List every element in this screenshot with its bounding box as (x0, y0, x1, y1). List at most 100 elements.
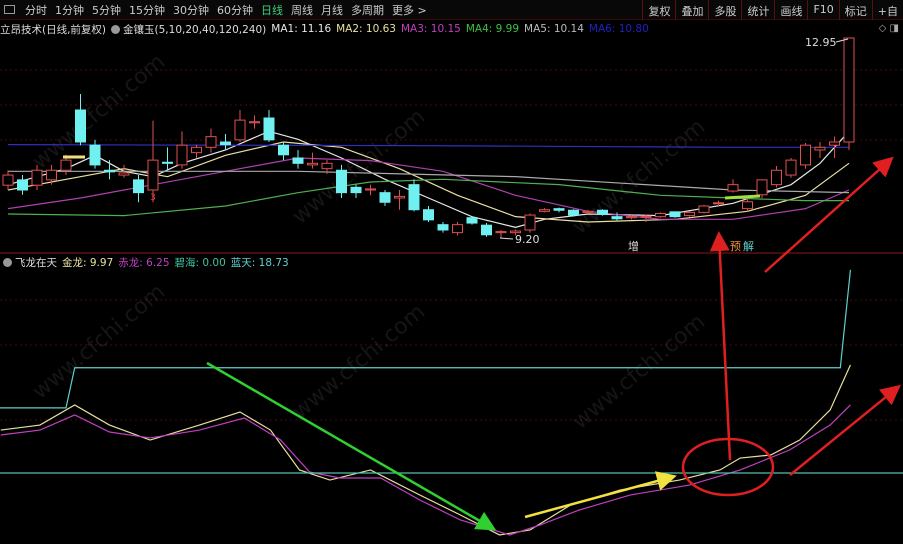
candle (727, 179, 739, 193)
red-arrow-indicator (789, 384, 901, 476)
candle (800, 143, 811, 169)
indicator-name[interactable]: 金镶玉(5,10,20,40,120,240) (123, 23, 267, 36)
stats-button[interactable]: 统计 (741, 0, 774, 20)
candle-body (162, 161, 173, 164)
sub-line-金龙 (0, 364, 851, 536)
sub-indicator-name[interactable]: 飞龙在天 (15, 256, 57, 269)
candle-body (147, 159, 159, 191)
tab-15min[interactable]: 15分钟 (129, 3, 165, 17)
red-circle (681, 437, 775, 497)
green-arrow (206, 361, 497, 531)
tab-more[interactable]: 更多 > (392, 3, 427, 17)
candle-body (742, 201, 753, 210)
candle (843, 37, 855, 150)
overlay-button[interactable]: 叠加 (675, 0, 708, 20)
price-labels: 12.95 9.20 增 预 解 3 (150, 36, 849, 253)
ma2-value: MA2: 10.63 (336, 23, 396, 35)
candle-body (365, 188, 376, 191)
candle-body (698, 205, 710, 213)
candle (75, 93, 86, 146)
candle-body (437, 224, 449, 231)
tab-30min[interactable]: 30分钟 (173, 3, 209, 17)
mark-button[interactable]: 标记 (838, 0, 872, 20)
sub-line-赤龙 (0, 404, 851, 536)
multi-stock-button[interactable]: 多股 (708, 0, 741, 20)
tab-multi-period[interactable]: 多周期 (351, 3, 384, 17)
draw-line-button[interactable]: 画线 (774, 0, 807, 20)
candle-body (524, 214, 536, 231)
candle (263, 109, 275, 142)
candle (176, 131, 188, 169)
red-arrow-price (764, 156, 894, 273)
candle-body (307, 162, 318, 166)
candle-body (727, 184, 739, 192)
expand-panel-icon[interactable]: ◨ (889, 23, 899, 34)
candle (147, 120, 159, 203)
candle (713, 200, 724, 206)
settings-dot-icon[interactable] (111, 24, 121, 34)
candle (46, 164, 57, 185)
candle-body (350, 186, 362, 194)
candle-body (278, 144, 289, 156)
candle (220, 133, 231, 150)
red-arrow-up (709, 231, 732, 461)
candle (611, 212, 623, 221)
candle-body (684, 211, 695, 217)
candle-body (321, 162, 333, 170)
tab-5min[interactable]: 5分钟 (92, 3, 121, 17)
sub-line-蓝天 (0, 269, 852, 409)
tab-60min[interactable]: 60分钟 (217, 3, 253, 17)
candle (365, 184, 376, 196)
panel-icons: ◇ ◨ (879, 23, 899, 34)
candle-body (843, 37, 855, 143)
candle (89, 139, 101, 169)
grid (0, 69, 903, 421)
candle-body (669, 211, 681, 218)
candle-body (104, 169, 115, 173)
signal-yu: 预 (730, 240, 741, 253)
candle-body (89, 144, 101, 166)
candle (234, 109, 246, 142)
candle (437, 221, 449, 233)
candle (205, 128, 217, 153)
watermark: www.cfchi.com (568, 309, 710, 434)
candle (539, 208, 550, 213)
low-price-label: 9.20 (515, 233, 540, 246)
candle (742, 197, 753, 212)
tab-fenshi[interactable]: 分时 (25, 3, 47, 17)
candle (31, 164, 43, 190)
candle (423, 205, 434, 222)
candle (829, 136, 840, 158)
candle (568, 209, 579, 217)
diamond-icon[interactable]: ◇ (878, 23, 887, 34)
candle-body (452, 224, 463, 234)
candle (640, 214, 652, 222)
candle-body (771, 169, 782, 186)
signal-jie: 解 (743, 239, 754, 253)
f10-button[interactable]: F10 (807, 0, 838, 20)
candle-body (756, 179, 768, 196)
watermarks: www.cfchi.com www.cfchi.com www.cfchi.co… (28, 49, 710, 434)
candle-body (118, 172, 130, 176)
tab-weekly[interactable]: 周线 (291, 3, 313, 17)
candle-body (60, 159, 72, 171)
tab-monthly[interactable]: 月线 (321, 3, 343, 17)
sub-indicator-lines (0, 269, 903, 536)
candle-body (611, 216, 623, 220)
candle-body (423, 209, 434, 221)
candle-body (336, 169, 347, 194)
ma-line-ma6 (7, 144, 849, 148)
tab-daily[interactable]: 日线 (261, 3, 283, 17)
fuquan-button[interactable]: 复权 (642, 0, 675, 20)
candle (162, 147, 173, 171)
tab-1min[interactable]: 1分钟 (55, 3, 84, 17)
panel-toggle-icon[interactable] (4, 5, 15, 14)
watermark: www.cfchi.com (28, 279, 170, 404)
main-indicator-bar: 立昂技术(日线,前复权) 金镶玉(5,10,20,40,120,240) MA1… (0, 21, 903, 37)
chilong-value: 赤龙: 6.25 (118, 256, 170, 269)
settings-dot-icon[interactable] (3, 257, 12, 267)
candle (452, 221, 463, 236)
add-watchlist-button[interactable]: +自 (871, 0, 903, 20)
candle (17, 175, 28, 195)
